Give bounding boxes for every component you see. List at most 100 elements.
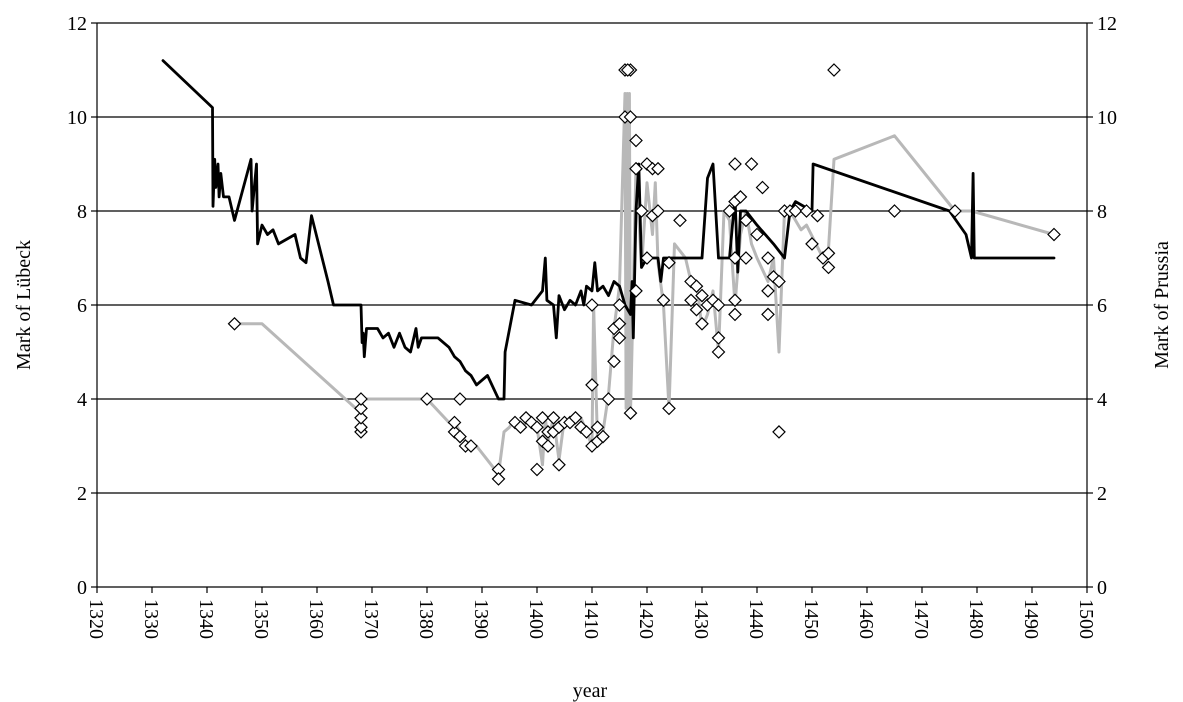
left-y-tick-label: 8 <box>77 201 87 223</box>
data-point-marker <box>629 133 643 148</box>
right-y-tick-labels: 0 2 4 6 8 10 12 <box>1097 13 1117 599</box>
data-point-marker <box>684 293 698 308</box>
x-tick-label: 1390 <box>470 599 492 639</box>
diamond-markers <box>227 63 1061 486</box>
x-tick-label: 1490 <box>1020 599 1042 639</box>
data-point-marker <box>546 410 561 425</box>
data-point-marker <box>579 425 594 439</box>
data-point-marker <box>711 345 726 359</box>
data-point-marker <box>585 298 599 312</box>
left-y-tick-label: 6 <box>77 295 87 317</box>
x-tick-label: 1380 <box>415 599 437 639</box>
data-point-marker <box>711 298 726 312</box>
right-y-tick-label: 10 <box>1097 107 1117 129</box>
x-tick-label: 1360 <box>305 599 327 639</box>
data-point-marker <box>662 401 676 416</box>
data-point-marker <box>772 274 786 289</box>
data-point-marker <box>623 406 638 420</box>
left-y-tick-label: 2 <box>77 483 87 505</box>
left-y-tick-label: 12 <box>67 13 87 35</box>
right-y-tick-label: 4 <box>1097 389 1107 411</box>
right-y-axis-title: Mark of Prussia <box>1151 241 1173 369</box>
right-y-tick-label: 12 <box>1097 13 1117 35</box>
x-tick-label: 1340 <box>195 599 217 639</box>
x-tick-label: 1330 <box>140 599 162 639</box>
axes <box>91 22 1093 593</box>
x-tick-labels: 1320 1330 1340 1350 1360 1370 1380 1390 1400 1410… <box>85 599 1097 639</box>
data-point-marker <box>689 279 704 294</box>
data-point-marker <box>656 293 671 308</box>
data-point-marker <box>491 472 506 486</box>
data-point-marker <box>722 204 737 218</box>
data-point-marker <box>755 180 770 195</box>
data-point-marker <box>354 392 368 406</box>
left-y-tick-labels: 0 2 4 6 8 10 12 <box>67 13 87 599</box>
data-point-marker <box>596 429 610 444</box>
x-tick-label: 1440 <box>745 599 767 639</box>
data-point-marker <box>744 157 759 171</box>
data-point-marker <box>634 204 649 218</box>
x-tick-label: 1420 <box>635 599 657 639</box>
data-point-marker <box>821 246 836 261</box>
data-point-marker <box>788 204 803 218</box>
x-tick-label: 1320 <box>85 599 107 639</box>
data-point-marker <box>728 251 742 265</box>
x-tick-label: 1460 <box>855 599 877 639</box>
x-tick-label: 1430 <box>690 599 712 639</box>
x-axis-title: year <box>573 680 608 702</box>
right-y-tick-label: 8 <box>1097 201 1107 223</box>
data-point-marker <box>453 429 467 444</box>
data-point-marker <box>750 227 764 242</box>
x-tick-label: 1370 <box>360 599 382 639</box>
data-point-marker <box>640 251 654 265</box>
data-point-marker <box>420 392 434 406</box>
data-point-marker <box>1047 227 1061 242</box>
data-point-marker <box>651 161 665 176</box>
data-point-marker <box>689 302 704 317</box>
x-tick-label: 1480 <box>965 599 987 639</box>
left-y-axis-title: Mark of Lübeck <box>13 240 35 370</box>
data-point-marker <box>948 204 962 218</box>
data-point-marker <box>810 208 825 223</box>
x-tick-label: 1410 <box>580 599 602 639</box>
data-point-marker <box>733 190 748 204</box>
left-y-tick-label: 0 <box>77 577 87 599</box>
lubeck-series-line <box>161 59 1056 401</box>
data-point-marker <box>535 410 550 425</box>
data-point-marker <box>601 392 616 406</box>
data-point-marker <box>805 237 819 251</box>
data-point-marker <box>623 110 638 124</box>
left-y-tick-label: 4 <box>77 389 87 411</box>
data-point-marker <box>728 307 742 322</box>
data-point-marker <box>530 462 544 477</box>
data-point-marker <box>629 161 643 176</box>
data-point-marker <box>568 410 583 425</box>
data-point-marker <box>464 439 478 453</box>
data-point-marker <box>629 284 643 298</box>
data-point-marker <box>695 288 709 303</box>
data-point-marker <box>662 255 676 270</box>
data-point-marker <box>453 392 467 406</box>
data-point-marker <box>739 213 753 228</box>
x-tick-label: 1500 <box>1075 599 1097 639</box>
x-tick-label: 1400 <box>525 599 547 639</box>
data-point-marker <box>612 298 627 312</box>
data-point-marker <box>887 204 902 218</box>
data-point-marker <box>590 420 605 435</box>
data-point-marker <box>761 307 775 322</box>
x-tick-label: 1450 <box>800 599 822 639</box>
data-point-marker <box>607 354 621 369</box>
data-point-marker <box>354 410 368 425</box>
data-point-marker <box>761 284 775 298</box>
right-y-tick-label: 6 <box>1097 295 1107 317</box>
data-point-marker <box>711 331 726 345</box>
series-lines <box>161 59 1056 476</box>
data-point-marker <box>739 251 753 265</box>
data-point-marker <box>673 213 687 228</box>
data-point-marker <box>827 63 841 77</box>
left-y-tick-label: 10 <box>67 107 87 129</box>
data-point-marker <box>354 401 368 416</box>
data-point-marker <box>227 316 242 331</box>
data-point-marker <box>447 415 462 430</box>
